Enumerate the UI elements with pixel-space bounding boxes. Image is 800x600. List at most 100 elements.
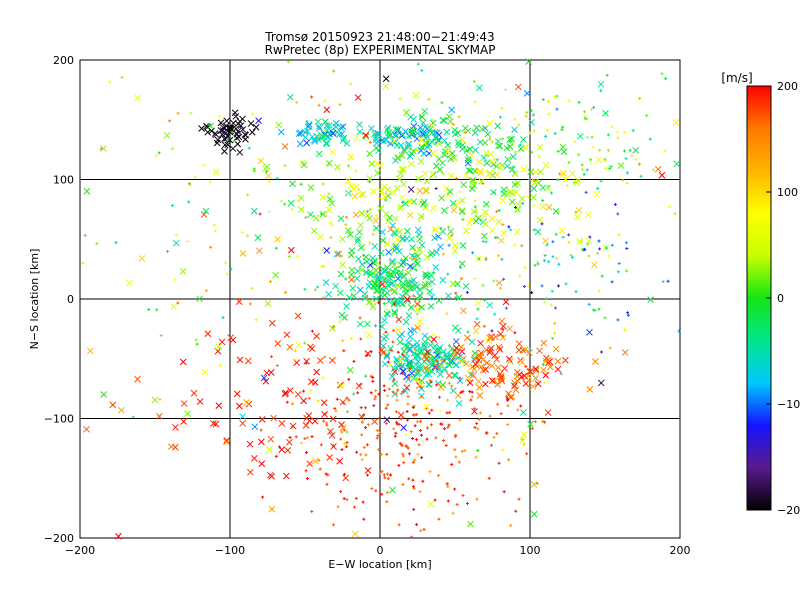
data-point [513,243,517,247]
data-point [624,241,628,245]
data-point [437,335,441,339]
data-point [577,100,581,104]
data-point [372,295,380,303]
data-point [638,96,642,100]
data-point [543,253,547,257]
data-point [344,445,348,449]
data-point [334,163,341,171]
data-point [415,312,419,316]
data-point [373,397,377,401]
data-point [95,242,99,246]
data-point [429,150,437,157]
data-point [306,131,310,135]
data-point [322,296,326,300]
data-point [466,330,470,334]
data-point [262,377,270,385]
data-point [342,349,346,353]
data-point [326,195,334,203]
data-point [342,442,346,446]
data-point [417,344,425,352]
data-point [157,151,161,155]
data-point [379,342,387,350]
data-point [283,331,291,339]
data-point [173,278,177,282]
data-point [407,327,415,335]
colorbar-ticks: 200 100 0 −100 −200 [766,80,800,517]
data-point [256,247,263,255]
data-point [551,336,555,340]
data-point [452,201,460,208]
data-point [490,140,494,144]
data-point [608,346,612,350]
data-point [218,114,222,118]
data-point [553,131,557,135]
data-point [648,137,652,141]
data-point [345,410,349,414]
data-point [577,132,584,140]
data-point [359,337,363,341]
data-point [417,136,425,144]
data-point [475,255,482,262]
data-point [346,366,354,374]
data-point [353,134,361,142]
data-point [559,372,563,376]
data-point [573,179,581,187]
data-point [564,282,568,286]
data-point [383,289,391,297]
data-point [391,340,395,344]
data-point [332,69,336,73]
data-point [574,290,578,294]
data-point [490,329,494,333]
data-point [502,298,510,306]
data-point [536,144,544,151]
data-point [553,331,557,335]
data-point [391,261,398,269]
data-point [207,122,214,130]
data-point [354,94,362,101]
data-point [362,517,366,521]
data-point [172,424,179,431]
data-point [325,482,329,486]
data-point [356,391,360,395]
data-point [246,193,250,197]
data-point [442,438,446,442]
data-point [239,413,246,420]
data-point [114,241,118,245]
data-point [404,297,412,305]
data-point [528,379,532,383]
data-point [391,390,395,394]
data-point [554,232,558,236]
data-point [421,107,429,115]
data-point [258,415,266,423]
colorbar-label: [m/s] [721,71,752,85]
data-point [296,140,304,148]
data-point [375,214,379,218]
data-point [329,148,336,156]
data-point [591,308,595,312]
data-point [482,220,489,228]
data-point [272,271,279,279]
data-point [474,455,478,459]
data-point [295,130,303,138]
data-point [603,158,607,162]
data-point [664,77,668,81]
data-point [506,398,510,402]
data-point [469,398,473,402]
data-point [493,356,501,363]
data-point [561,235,565,239]
data-point [488,414,492,418]
data-point [345,498,349,502]
data-point [289,422,297,430]
data-point [419,115,423,119]
data-point [473,320,481,328]
data-point [317,233,324,241]
data-point [262,165,269,173]
data-point [395,398,399,402]
data-point [399,194,406,201]
data-point [492,279,496,283]
data-point [340,448,344,452]
data-point [117,406,125,414]
data-point [219,124,227,132]
data-point [374,489,378,493]
data-point [406,198,413,205]
